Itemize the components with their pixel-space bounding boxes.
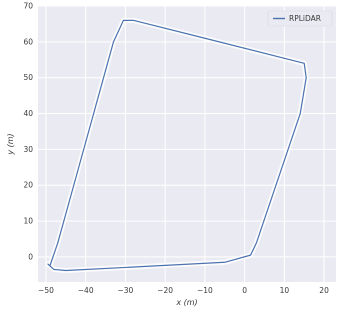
y-tick-label: 20 [23,181,33,190]
grid-lines [38,5,336,282]
x-tick-label: 0 [242,286,247,295]
x-tick-label: −40 [78,286,94,295]
y-tick-label: 40 [23,109,33,118]
x-tick-label: −10 [197,286,213,295]
legend-label-rplidar: RPLiDAR [289,14,321,23]
legend-box [267,10,333,27]
series-line-rplidar [47,19,307,272]
y-axis-label: y (m) [6,133,15,155]
x-tick-label: −50 [38,286,54,295]
y-tick-label: 50 [23,73,33,82]
x-tick-label: 20 [319,286,329,295]
y-tick-label: 0 [28,252,33,261]
x-tick-label: −30 [117,286,133,295]
tick-labels: −50 −40 −30 −20 −10 0 10 20 0 10 20 30 40 50 60 70 [23,2,329,296]
x-tick-label: 10 [280,286,290,295]
y-tick-label: 60 [23,37,33,46]
y-tick-label: 10 [23,217,33,226]
legend: RPLiDAR [267,10,333,27]
y-tick-label: 30 [23,145,33,154]
x-axis-label: x (m) [175,298,197,307]
y-tick-label: 70 [23,2,33,11]
series-layer [47,19,307,272]
x-tick-label: −20 [157,286,173,295]
